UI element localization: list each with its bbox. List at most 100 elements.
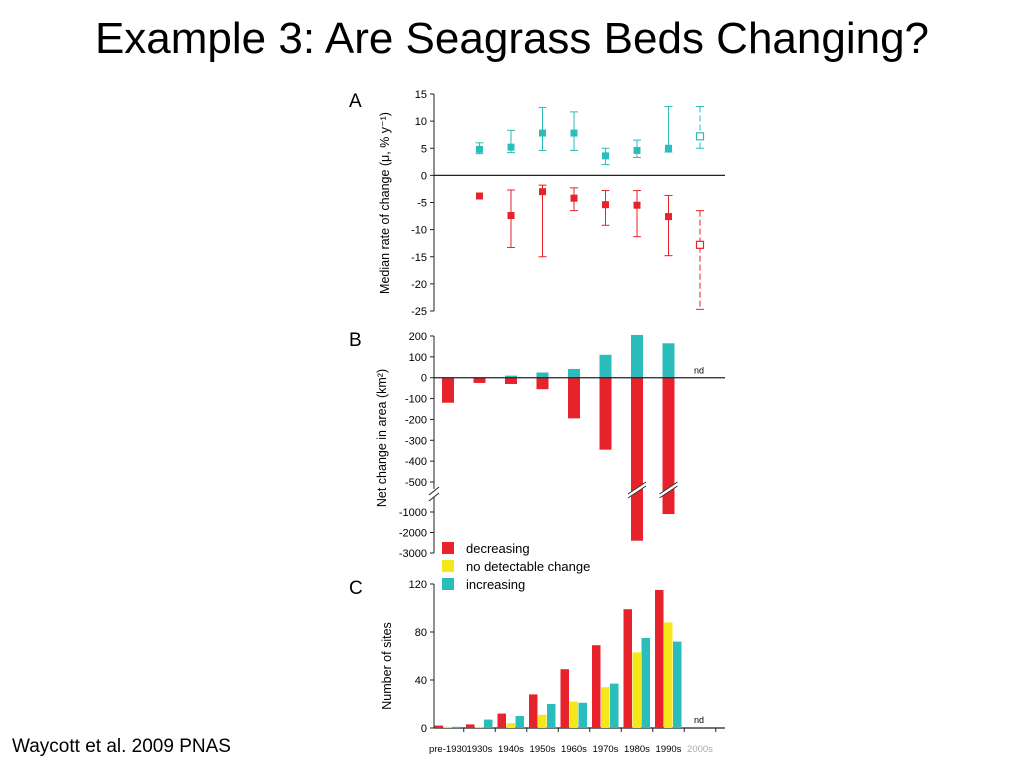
panel-b-nd-label: nd bbox=[694, 366, 704, 376]
panel-a-point bbox=[633, 146, 641, 154]
legend-label: no detectable change bbox=[466, 559, 590, 574]
panel-c-tick-label: 0 bbox=[421, 723, 427, 735]
panel-a-letter: A bbox=[349, 91, 362, 112]
panel-a-point bbox=[665, 213, 672, 221]
panel-a-tick-label: 5 bbox=[421, 143, 427, 155]
panel-a-ylabel: Median rate of change (μ, % y⁻¹) bbox=[378, 112, 392, 294]
panel-a-point bbox=[570, 129, 578, 137]
panel-b-bar-decreasing bbox=[505, 377, 517, 384]
panel-c-letter: C bbox=[349, 578, 363, 599]
panel-c-category-label: 1990s bbox=[656, 744, 682, 755]
panel-b-bar-decreasing bbox=[568, 377, 580, 419]
panel-b-bar-increasing bbox=[536, 372, 549, 378]
panel-a-tick-label: -10 bbox=[411, 225, 427, 237]
panel-b-bar-decreasing bbox=[442, 377, 454, 403]
panel-c-nd-label: nd bbox=[694, 715, 704, 725]
panel-b-tick-label: 200 bbox=[409, 331, 427, 343]
panel-c-bar-increasing bbox=[578, 702, 587, 728]
panel-c-category-label: 1940s bbox=[498, 744, 524, 755]
panel-c-bar-increasing bbox=[515, 716, 524, 728]
panel-b-bar-decreasing bbox=[599, 377, 612, 450]
panel-a-point bbox=[665, 144, 672, 152]
panel-b-bar-increasing bbox=[662, 343, 675, 378]
panel-c-bar-no-change bbox=[506, 723, 515, 728]
panel-a-tick-label: -15 bbox=[411, 252, 427, 264]
panel-b-tick-label: -300 bbox=[405, 435, 427, 447]
panel-b-tick-label: -2000 bbox=[399, 528, 427, 540]
panel-c-tick-label: 120 bbox=[409, 579, 427, 591]
panel-b-bar-increasing bbox=[568, 368, 580, 378]
panel-b-tick-label: -1000 bbox=[399, 507, 427, 519]
panel-c-bar-decreasing bbox=[592, 645, 601, 728]
panel-b-tick-label: -3000 bbox=[399, 548, 427, 560]
legend: decreasing no detectable change increasing bbox=[442, 541, 590, 592]
panel-b-ylabel: Net change in area (km²) bbox=[375, 369, 389, 507]
panel-c-category-label: 1970s bbox=[593, 744, 619, 755]
legend-swatch-increasing bbox=[442, 578, 454, 590]
panel-a-point bbox=[507, 143, 515, 151]
panel-c-bar-increasing bbox=[547, 704, 556, 728]
legend-label: decreasing bbox=[466, 541, 530, 556]
panel-b-bar-increasing bbox=[505, 375, 517, 378]
panel-c-bar-decreasing bbox=[434, 725, 443, 728]
panel-b-bar-break-edge bbox=[659, 481, 678, 495]
panel-a-tick-label: -20 bbox=[411, 279, 427, 291]
panel-c: C Number of sites 0 40 80 120 pre-1930 1930s 1… bbox=[349, 578, 725, 755]
panel-b-bar-break bbox=[658, 482, 679, 498]
panel-c-bar-increasing bbox=[484, 719, 493, 728]
panel-c-bar-increasing bbox=[641, 638, 650, 728]
panel-c-bar-decreasing bbox=[497, 713, 506, 728]
panel-c-bar-increasing bbox=[673, 641, 682, 728]
panel-c-bar-increasing bbox=[452, 726, 461, 728]
panel-a-tick-label: 10 bbox=[415, 116, 427, 128]
panel-c-bar-no-change bbox=[632, 652, 641, 728]
panel-a-point bbox=[570, 194, 578, 202]
panel-c-tick-label: 80 bbox=[415, 627, 427, 639]
panel-c-bar-decreasing bbox=[623, 609, 632, 728]
panel-c-bar-decreasing bbox=[529, 694, 538, 728]
panel-c-bar-no-change bbox=[538, 714, 547, 728]
panel-a-tick-label: 15 bbox=[415, 89, 427, 101]
panel-c-bar-no-change bbox=[601, 687, 610, 728]
panel-b-bar-increasing bbox=[599, 354, 612, 378]
panel-a-point bbox=[539, 129, 546, 137]
legend-swatch-no-change bbox=[442, 560, 454, 572]
panel-c-category-label: 1930s bbox=[467, 744, 493, 755]
panel-c-bar-no-change bbox=[569, 701, 578, 728]
panel-a-point bbox=[539, 188, 546, 196]
panel-b-tick-label: -100 bbox=[405, 394, 427, 406]
panel-a-point bbox=[633, 201, 641, 209]
panel-b-bar-decreasing bbox=[662, 377, 675, 515]
panel-b: B Net change in area (km²) 200 100 0 -100 -2… bbox=[349, 330, 725, 560]
panel-a-point bbox=[476, 192, 483, 200]
panel-c-tick-label: 40 bbox=[415, 675, 427, 687]
panel-a-point bbox=[695, 132, 705, 141]
legend-swatch-decreasing bbox=[442, 542, 454, 554]
panel-a: A Median rate of change (μ, % y⁻¹) 15 10 5… bbox=[349, 89, 725, 318]
panel-b-bar-break-edge bbox=[659, 485, 678, 499]
panel-c-bar-decreasing bbox=[560, 669, 569, 728]
panel-c-bar-no-change bbox=[475, 726, 484, 728]
panel-b-axis-break bbox=[428, 492, 440, 502]
slide-title: Example 3: Are Seagrass Beds Changing? bbox=[94, 14, 930, 63]
panel-a-tick-label: 0 bbox=[421, 170, 427, 182]
panel-c-ylabel: Number of sites bbox=[380, 622, 394, 710]
panel-c-bar-decreasing bbox=[655, 590, 664, 728]
panel-b-bar-increasing bbox=[631, 334, 643, 378]
panel-b-bar-decreasing bbox=[536, 377, 549, 390]
panel-c-category-label: 2000s bbox=[687, 744, 713, 755]
panel-b-bar-break-edge bbox=[627, 481, 647, 495]
panel-c-bar-decreasing bbox=[466, 724, 475, 728]
panel-a-tick-label: -25 bbox=[411, 306, 427, 318]
panel-b-tick-label: 0 bbox=[421, 373, 427, 385]
panel-b-tick-label: -500 bbox=[405, 477, 427, 489]
panel-c-category-label: 1950s bbox=[530, 744, 556, 755]
panel-a-point bbox=[602, 152, 609, 160]
panel-a-point bbox=[507, 212, 515, 220]
citation: Waycott et al. 2009 PNAS bbox=[12, 736, 231, 757]
panel-a-point bbox=[695, 240, 705, 249]
panel-a-point bbox=[602, 201, 609, 209]
panel-c-bar-no-change bbox=[443, 726, 452, 728]
panel-b-tick-label: 100 bbox=[409, 352, 427, 364]
